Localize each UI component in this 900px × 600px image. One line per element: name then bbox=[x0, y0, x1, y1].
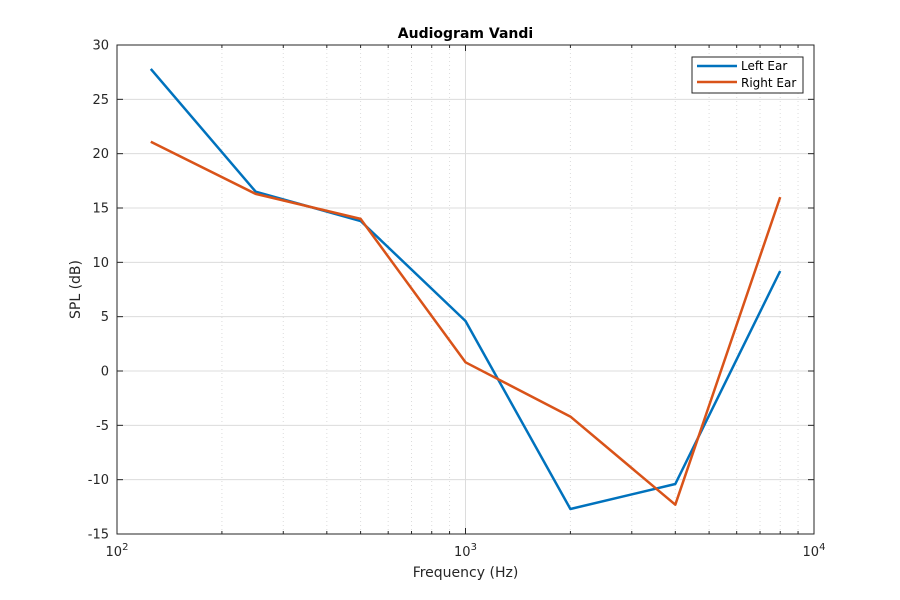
legend-label-right-ear: Right Ear bbox=[741, 76, 796, 90]
chart-title: Audiogram Vandi bbox=[398, 26, 533, 42]
y-tick-label: 20 bbox=[92, 147, 109, 162]
legend-label-left-ear: Left Ear bbox=[741, 59, 787, 73]
x-tick-label: 104 bbox=[803, 542, 826, 560]
y-tick-label: 0 bbox=[101, 365, 109, 380]
y-tick-label: 15 bbox=[92, 202, 109, 217]
x-tick-label: 103 bbox=[454, 542, 477, 560]
y-tick-label: 25 bbox=[92, 93, 109, 108]
x-tick-label: 102 bbox=[106, 542, 129, 560]
y-tick-label: -5 bbox=[96, 419, 109, 434]
y-axis-label: SPL (dB) bbox=[68, 260, 84, 319]
y-tick-label: -10 bbox=[88, 473, 109, 488]
x-axis-label: Frequency (Hz) bbox=[413, 565, 519, 581]
legend-box bbox=[691, 56, 804, 94]
legend: Left Ear Right Ear bbox=[691, 56, 804, 94]
series-line-left-ear bbox=[149, 68, 782, 511]
y-tick-label: -15 bbox=[88, 528, 109, 543]
ticks bbox=[116, 44, 815, 535]
y-tick-label: 5 bbox=[101, 310, 109, 325]
y-tick-label: 30 bbox=[92, 39, 109, 54]
y-tick-label: 10 bbox=[92, 256, 109, 271]
y-tick-labels: 30 25 20 15 10 5 0 -5 -10 -15 bbox=[88, 39, 109, 543]
x-tick-labels: 102 103 104 bbox=[106, 542, 826, 560]
series-layer bbox=[149, 68, 782, 511]
series-line-right-ear bbox=[150, 140, 782, 506]
